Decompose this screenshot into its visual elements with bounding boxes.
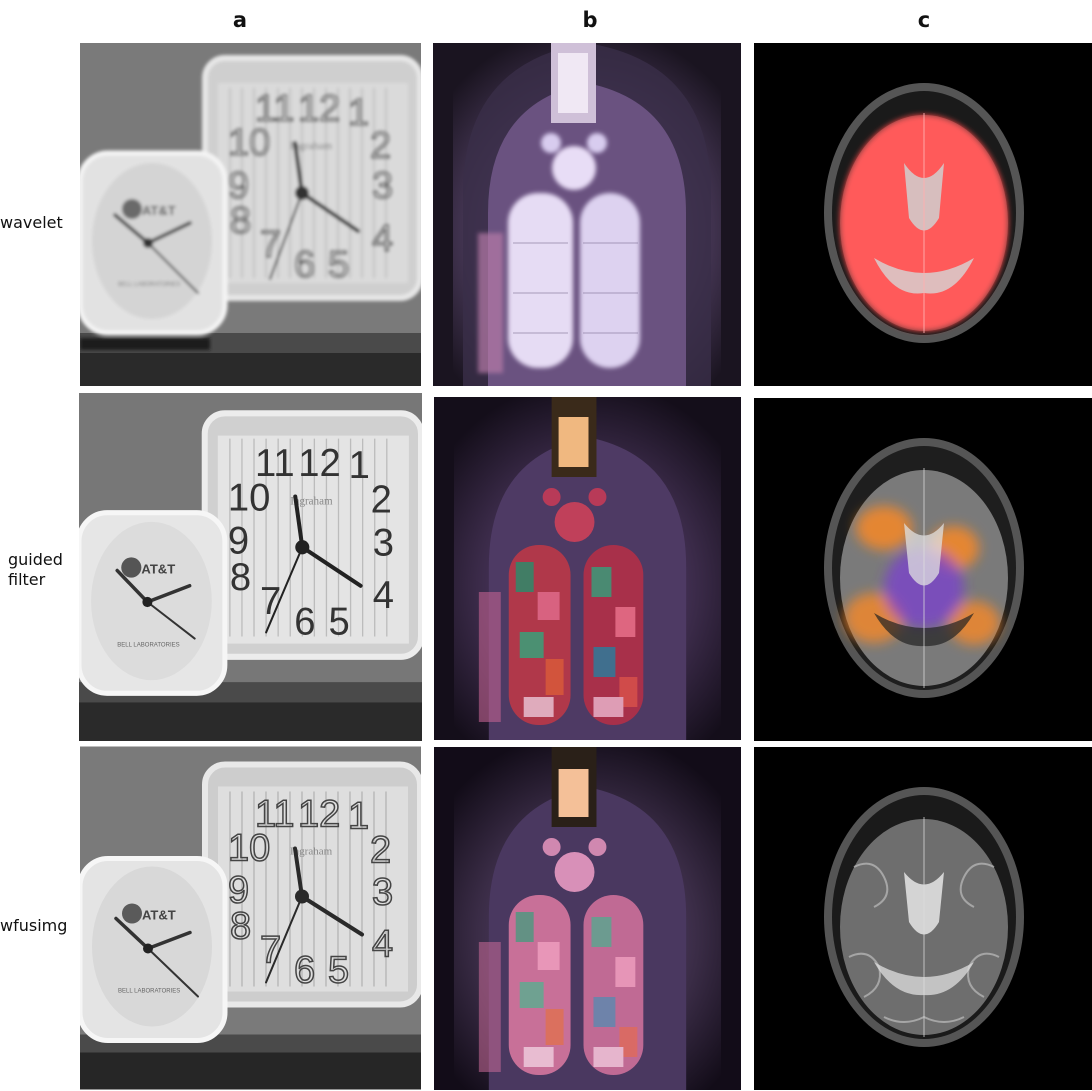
clock-numeral: 9: [228, 870, 249, 912]
brain-mri-image: [754, 43, 1092, 386]
row-label-line: filter: [8, 570, 46, 589]
clock-numeral: 3: [372, 872, 393, 914]
clock-numeral: 4: [372, 924, 393, 966]
clock-numeral: 12: [298, 794, 340, 836]
clock-numeral: 5: [328, 950, 349, 992]
row-label-wavelet: wavelet: [0, 213, 78, 233]
clock-numeral: 1: [348, 92, 369, 134]
clock-image: 12 1 2 3 4 5 6 7 8 9 10 11 Ingraham AT&T…: [80, 746, 421, 1090]
small-clock-maker: BELL LABORATORIES: [118, 989, 180, 995]
clock-numeral: 5: [328, 244, 349, 286]
clock-numeral: 11: [255, 88, 294, 130]
row-label-line: guided: [8, 550, 63, 569]
clock-numeral: 3: [372, 165, 393, 207]
small-clock-brand: AT&T: [142, 203, 176, 218]
column-header-c: c: [917, 8, 931, 32]
panel-c-wavelet: [754, 43, 1092, 386]
brain-mri-image: [754, 747, 1092, 1090]
clock-brand-label: Ingraham: [290, 496, 333, 508]
small-clock-brand: AT&T: [141, 562, 175, 577]
clock-numeral: 1: [349, 444, 370, 487]
stained-glass-image: [434, 397, 741, 740]
clock-brand-label: Ingraham: [290, 140, 333, 152]
small-clock-maker: BELL LABORATORIES: [118, 282, 180, 288]
clock-numeral: 11: [255, 794, 294, 836]
clock-numeral: 2: [370, 125, 391, 167]
panel-b-guided-filter: [434, 397, 741, 740]
clock-numeral: 4: [373, 574, 394, 617]
stained-glass-image: [434, 747, 741, 1090]
clock-numeral: 7: [260, 224, 281, 266]
clock-numeral: 10: [228, 477, 271, 520]
clock-numeral: 1: [348, 796, 369, 838]
clock-numeral: 4: [372, 218, 393, 260]
panel-c-guided-filter: [754, 398, 1092, 741]
clock-numeral: 6: [294, 600, 315, 643]
clock-numeral: 9: [228, 165, 249, 207]
clock-numeral: 12: [298, 442, 341, 485]
panel-c-wfusimg: [754, 747, 1092, 1090]
column-header-b: b: [582, 8, 598, 32]
row-label-line: wavelet: [0, 213, 63, 232]
panel-a-wfusimg: 12 1 2 3 4 5 6 7 8 9 10 11 Ingraham AT&T…: [80, 746, 421, 1090]
clock-numeral: 11: [255, 442, 295, 485]
clock-numeral: 8: [230, 200, 251, 242]
clock-numeral: 7: [260, 580, 281, 623]
clock-numeral: 6: [294, 244, 315, 286]
column-header-a: a: [232, 8, 248, 32]
row-label-guided-filter: guided filter: [8, 550, 86, 590]
panel-b-wfusimg: [434, 747, 741, 1090]
panel-a-guided-filter: 12 1 2 3 4 5 6 7 8 9 10 11 Ingraham AT&T…: [79, 393, 422, 741]
clock-numeral: 2: [371, 479, 392, 522]
clock-numeral: 6: [294, 950, 315, 992]
clock-numeral: 7: [260, 930, 281, 972]
row-label-line: wfusimg: [0, 916, 68, 935]
panel-a-wavelet: 12 1 2 3 4 5 6 7 8 9 10 11 Ingraham: [80, 43, 421, 386]
row-label-wfusimg: wfusimg: [0, 916, 78, 936]
stained-glass-image: [433, 43, 741, 386]
clock-brand-label: Ingraham: [290, 846, 333, 858]
clock-numeral: 12: [298, 88, 340, 130]
clock-numeral: 8: [230, 906, 251, 948]
small-clock-brand: AT&T: [142, 908, 176, 923]
brain-mri-image: [754, 398, 1092, 741]
clock-numeral: 3: [373, 521, 394, 564]
clock-numeral: 10: [228, 122, 270, 164]
clock-numeral: 2: [370, 830, 391, 872]
clock-image: 12 1 2 3 4 5 6 7 8 9 10 11 Ingraham AT&T…: [79, 393, 422, 741]
clock-numeral: 10: [228, 828, 270, 870]
small-clock-maker: BELL LABORATORIES: [117, 643, 179, 649]
clock-numeral: 5: [328, 600, 349, 643]
panel-b-wavelet: [433, 43, 741, 386]
clock-numeral: 8: [230, 556, 251, 599]
clock-numeral: 9: [228, 519, 249, 562]
clock-image: 12 1 2 3 4 5 6 7 8 9 10 11 Ingraham: [80, 43, 421, 386]
